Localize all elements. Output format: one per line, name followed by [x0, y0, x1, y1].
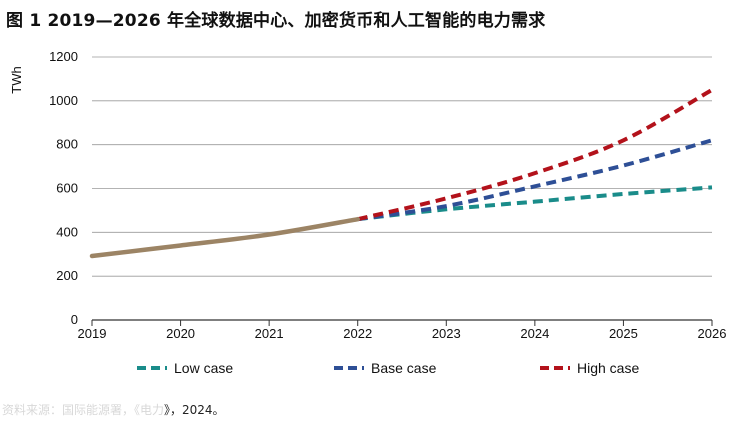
x-tick-2021: 2021: [255, 326, 284, 341]
y-tick-800: 800: [56, 137, 78, 152]
source-note-faded: 资料来源：国际能源署，《电力: [2, 403, 165, 417]
series-line-high-case: [357, 88, 713, 222]
legend-label-base-case: Base case: [371, 360, 437, 376]
x-tick-labels: 2019 2020 2021 2022 2023 2024 2025 2026: [78, 326, 727, 341]
series-lines: [89, 88, 713, 259]
y-tick-labels: 0 200 400 600 800 1000 1200: [49, 49, 78, 327]
figure-title: 图 1 2019—2026 年全球数据中心、加密货币和人工智能的电力需求: [6, 11, 546, 31]
y-tick-1200: 1200: [49, 49, 78, 64]
x-tick-2025: 2025: [609, 326, 638, 341]
series-line-base-case: [357, 138, 713, 222]
series-line-low-case: [357, 185, 713, 222]
x-tick-2019: 2019: [78, 326, 107, 341]
legend: Low case Base case High case: [137, 360, 639, 376]
axes: [91, 319, 713, 326]
x-tick-2023: 2023: [432, 326, 461, 341]
y-tick-600: 600: [56, 181, 78, 196]
y-axis-label: TWh: [9, 66, 24, 93]
y-tick-1000: 1000: [49, 93, 78, 108]
y-tick-200: 200: [56, 268, 78, 283]
x-tick-2022: 2022: [343, 326, 372, 341]
y-tick-0: 0: [71, 312, 78, 327]
series-line-historical: [89, 216, 360, 259]
y-tick-400: 400: [56, 224, 78, 239]
source-note-text: 》，2024。: [164, 403, 225, 417]
grid-lines: [92, 56, 712, 277]
legend-label-low-case: Low case: [174, 360, 233, 376]
x-tick-2020: 2020: [166, 326, 195, 341]
source-note: 资料来源：国际能源署，《电力》，2024。: [2, 401, 225, 418]
x-tick-2024: 2024: [520, 326, 549, 341]
legend-label-high-case: High case: [577, 360, 639, 376]
x-tick-2026: 2026: [698, 326, 727, 341]
